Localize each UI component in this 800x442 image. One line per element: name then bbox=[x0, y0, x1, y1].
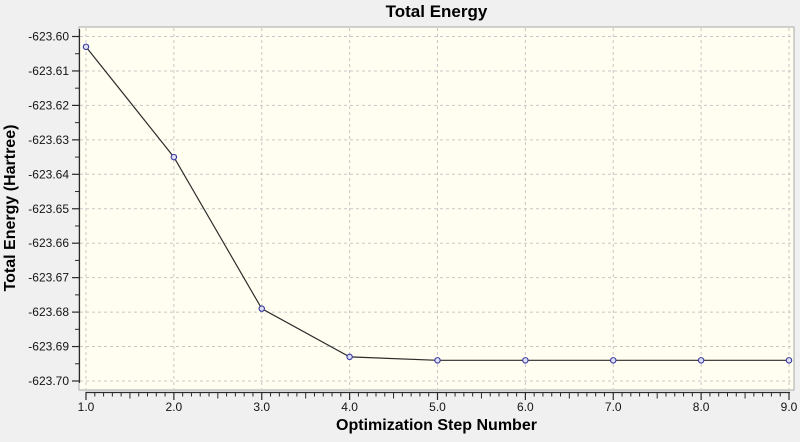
data-point-6 bbox=[522, 357, 529, 364]
data-point-4 bbox=[346, 353, 353, 361]
x-tick-label: 8.0 bbox=[693, 400, 710, 414]
x-tick-label: 5.0 bbox=[429, 400, 446, 414]
x-tick-label: 3.0 bbox=[253, 400, 270, 414]
x-tick-label: 9.0 bbox=[781, 400, 798, 414]
data-point-7 bbox=[609, 357, 617, 364]
x-tick-label: 7.0 bbox=[605, 400, 622, 414]
y-tick-label: -623.63 bbox=[28, 133, 69, 147]
y-tick-label: -623.67 bbox=[28, 271, 69, 285]
x-axis-label: Optimization Step Number bbox=[336, 417, 537, 434]
y-tick-label: -623.69 bbox=[28, 340, 69, 354]
data-point-1 bbox=[82, 43, 90, 51]
y-tick-label: -623.66 bbox=[28, 236, 69, 250]
x-tick-label: 1.0 bbox=[78, 400, 95, 414]
y-tick-label: -623.70 bbox=[28, 374, 69, 388]
y-tick-label: -623.65 bbox=[28, 202, 69, 216]
data-point-8 bbox=[697, 357, 705, 364]
data-point-5 bbox=[434, 357, 441, 364]
y-tick-label: -623.62 bbox=[28, 98, 69, 112]
y-tick-label: -623.60 bbox=[28, 30, 69, 44]
y-tick-label: -623.64 bbox=[28, 167, 69, 181]
y-tick-label: -623.61 bbox=[28, 64, 69, 78]
x-tick-label: 4.0 bbox=[341, 400, 358, 414]
y-axis-label: Total Energy (Hartree) bbox=[2, 124, 19, 292]
x-tick-label: 6.0 bbox=[517, 400, 534, 414]
data-point-9 bbox=[785, 357, 793, 364]
data-point-3 bbox=[258, 305, 265, 312]
data-point-2 bbox=[170, 153, 178, 161]
x-tick-label: 2.0 bbox=[166, 400, 183, 414]
y-tick-label: -623.68 bbox=[28, 305, 69, 319]
chart-title: Total Energy bbox=[385, 2, 488, 21]
